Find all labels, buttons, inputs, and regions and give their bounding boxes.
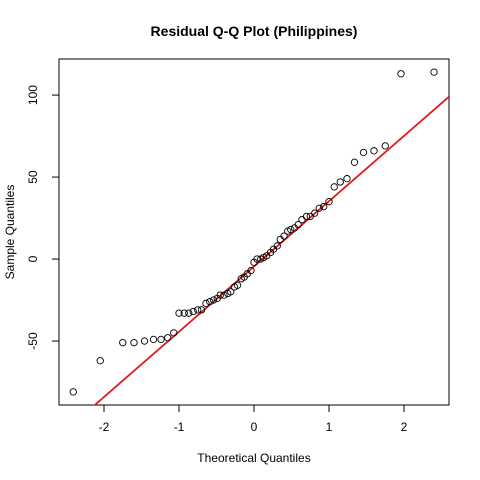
data-point — [343, 175, 351, 183]
data-point — [227, 288, 235, 296]
data-point — [130, 339, 138, 347]
data-point — [381, 142, 389, 150]
data-point — [140, 337, 149, 345]
x-tick-label: 2 — [401, 420, 408, 434]
data-point — [280, 232, 288, 240]
data-point — [294, 220, 302, 229]
data-point — [197, 306, 206, 314]
data-point — [185, 309, 193, 317]
data-point — [302, 212, 311, 221]
data-point — [216, 291, 224, 299]
y-tick-label: 0 — [26, 255, 40, 262]
x-axis-label: Theoretical Quantiles — [197, 451, 310, 465]
x-tick-label: 1 — [326, 420, 333, 434]
y-tick-label: 100 — [26, 85, 40, 105]
data-point — [273, 242, 281, 250]
data-point — [96, 357, 104, 365]
data-point — [325, 198, 333, 206]
data-point — [336, 178, 344, 186]
data-point — [149, 335, 158, 344]
data-point — [370, 147, 378, 155]
data-point — [233, 281, 242, 289]
y-tick-label: -50 — [26, 332, 40, 350]
data-point — [209, 296, 218, 304]
data-point — [253, 255, 261, 263]
data-point — [189, 307, 197, 316]
y-axis-label: Sample Quantiles — [3, 185, 17, 280]
data-point — [206, 298, 214, 306]
data-point — [430, 68, 438, 76]
data-point — [164, 334, 172, 342]
data-point — [350, 158, 359, 166]
data-point — [119, 339, 127, 347]
data-point — [194, 306, 202, 314]
data-point — [202, 299, 210, 307]
data-point — [247, 266, 255, 275]
plot-frame — [58, 58, 450, 406]
data-point — [69, 388, 77, 396]
data-point — [311, 209, 319, 217]
data-point — [180, 309, 188, 317]
reference-line — [93, 96, 449, 405]
data-point — [170, 329, 178, 337]
x-tick-label: 0 — [251, 420, 258, 434]
data-point — [315, 204, 323, 212]
data-point — [298, 216, 306, 224]
chart-title: Residual Q-Q Plot (Philippines) — [151, 23, 358, 39]
y-tick-label: 50 — [26, 170, 40, 184]
data-point — [220, 291, 228, 299]
data-point — [330, 183, 338, 191]
data-point — [397, 70, 405, 78]
data-point — [359, 148, 368, 157]
data-point — [175, 309, 183, 317]
x-tick-label: -2 — [99, 420, 110, 434]
data-point — [287, 225, 295, 234]
data-point — [320, 202, 328, 211]
data-point — [157, 335, 165, 344]
x-tick-label: -1 — [174, 420, 185, 434]
